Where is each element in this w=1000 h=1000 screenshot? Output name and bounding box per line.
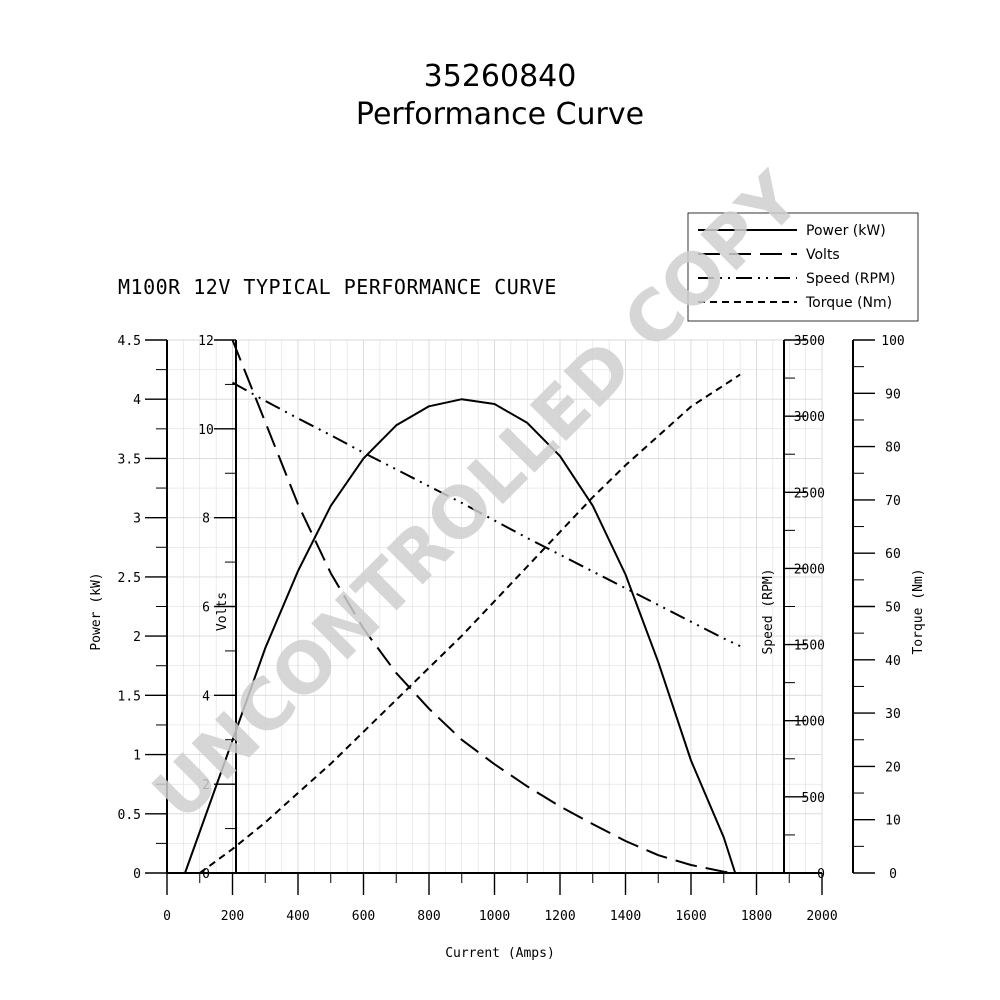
series-line-volts — [231, 339, 736, 874]
torque-axis-title: Torque (Nm) — [911, 568, 926, 654]
axes: 0 200 400 600 800 1000 1200 1400 1600 1800 200000.… — [89, 334, 926, 924]
torque-tick-label: 60 — [885, 547, 901, 562]
power-axis-title: Power (kW) — [89, 572, 104, 650]
volts-tick-label: 12 — [198, 334, 214, 349]
volts-tick-label: 0 — [202, 867, 210, 882]
speed-tick-label: 2000 — [794, 562, 825, 577]
speed-tick-label: 1500 — [794, 639, 825, 654]
x-tick-label: 1200 — [544, 909, 575, 924]
power-tick-label: 2.5 — [118, 571, 141, 586]
volts-tick-label: 8 — [202, 512, 210, 527]
torque-tick-label: 100 — [881, 334, 904, 349]
power-tick-label: 0 — [133, 867, 141, 882]
speed-tick-label: 2500 — [794, 486, 825, 501]
volts-tick-label: 10 — [198, 423, 214, 438]
series-lines — [184, 339, 741, 874]
power-tick-label: 3.5 — [118, 452, 141, 467]
x-axis-label: Current (Amps) — [445, 946, 555, 961]
page-title: 35260840 Performance Curve — [0, 58, 1000, 134]
power-tick-label: 1.5 — [118, 689, 141, 704]
series-line-power — [184, 398, 737, 874]
legend-label-volts: Volts — [806, 247, 840, 263]
power-tick-label: 4.5 — [118, 334, 141, 349]
torque-tick-label: 30 — [885, 707, 901, 722]
volts-tick-label: 6 — [202, 601, 210, 616]
x-tick-label: 1000 — [479, 909, 510, 924]
x-tick-label: 200 — [221, 909, 244, 924]
legend-label-speed: Speed (RPM) — [806, 271, 896, 287]
legend: Power (kW) Volts Speed (RPM) Torque (Nm) — [687, 212, 919, 322]
series-line-speed — [232, 381, 741, 648]
speed-tick-label: 3500 — [794, 334, 825, 349]
volts-axis-title: Volts — [215, 592, 230, 631]
power-tick-label: 2 — [133, 630, 141, 645]
torque-tick-label: 40 — [885, 654, 901, 669]
torque-tick-label: 0 — [889, 867, 897, 882]
power-tick-label: 0.5 — [118, 808, 141, 823]
power-tick-label: 3 — [133, 512, 141, 527]
legend-label-torque: Torque (Nm) — [805, 295, 892, 311]
volts-tick-label: 2 — [202, 778, 210, 793]
speed-axis-title: Speed (RPM) — [761, 568, 776, 654]
page-subtitle: Performance Curve — [355, 97, 645, 132]
power-tick-label: 4 — [133, 393, 141, 408]
x-tick-label: 1600 — [675, 909, 706, 924]
torque-tick-label: 70 — [885, 494, 901, 509]
legend-label-power: Power (kW) — [806, 223, 886, 239]
chart-title: M100R 12V TYPICAL PERFORMANCE CURVE — [118, 275, 557, 299]
speed-tick-label: 1000 — [794, 715, 825, 730]
x-tick-label: 1800 — [741, 909, 772, 924]
power-tick-label: 1 — [133, 749, 141, 764]
x-tick-label: 0 — [163, 909, 171, 924]
series-line-torque — [199, 373, 741, 874]
speed-tick-label: 500 — [802, 791, 825, 806]
volts-tick-label: 4 — [202, 689, 210, 704]
x-tick-label: 800 — [417, 909, 440, 924]
speed-tick-label: 0 — [817, 867, 825, 882]
x-tick-label: 400 — [286, 909, 309, 924]
x-tick-label: 600 — [352, 909, 375, 924]
x-tick-label: 2000 — [806, 909, 837, 924]
watermark: UNCONTROLLED COPY — [137, 156, 817, 836]
torque-tick-label: 10 — [885, 814, 901, 829]
x-tick-label: 1400 — [610, 909, 641, 924]
part-number: 35260840 — [423, 59, 577, 94]
torque-tick-label: 80 — [885, 441, 901, 456]
speed-tick-label: 3000 — [794, 410, 825, 425]
torque-tick-label: 90 — [885, 387, 901, 402]
torque-tick-label: 50 — [885, 601, 901, 616]
torque-tick-label: 20 — [885, 760, 901, 775]
grid — [166, 339, 823, 874]
